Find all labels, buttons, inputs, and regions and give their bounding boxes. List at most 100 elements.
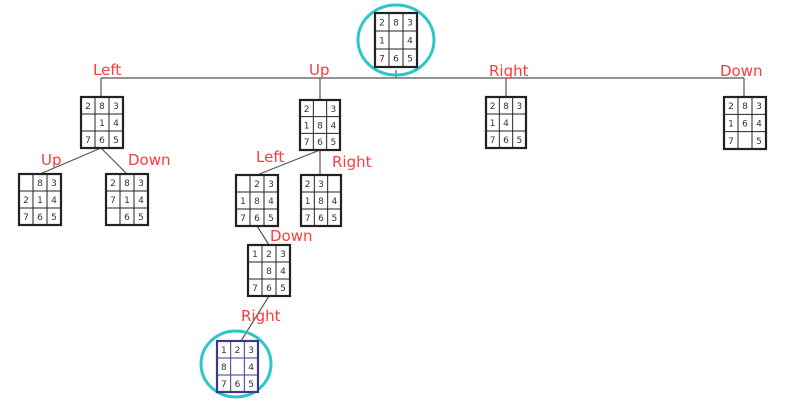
board-tile: 1 — [221, 346, 227, 356]
board-tile: 8 — [742, 102, 748, 112]
board-tile: 5 — [51, 213, 57, 223]
board-tile: 8 — [254, 197, 260, 207]
board-tile: 4 — [407, 37, 413, 47]
board-frame — [215, 339, 260, 394]
board-tile: 6 — [742, 120, 748, 130]
board-tile: 7 — [379, 55, 385, 65]
board-tile: 3 — [330, 105, 336, 115]
edge-upleft-to-upleftdown — [256, 225, 270, 246]
board-tile: 5 — [407, 55, 413, 65]
board-tile: 7 — [490, 136, 496, 146]
board-tile: 7 — [305, 214, 311, 224]
board-tile: 2 — [304, 105, 310, 115]
board-tile: 3 — [248, 346, 254, 356]
board-tile: 3 — [756, 102, 762, 112]
board-tile: 1 — [99, 119, 105, 129]
board-tile: 6 — [317, 138, 323, 148]
board-frame — [484, 95, 528, 150]
board-tile: 4 — [503, 119, 509, 129]
move-label-root-left: Left — [93, 61, 121, 79]
board-tile: 8 — [393, 19, 399, 29]
state-board-left-down: 2 8 3 7 1 46 5 — [104, 172, 150, 227]
state-board-left: 2 8 31 4 7 6 5 — [79, 95, 125, 150]
board-tile: 3 — [51, 179, 57, 189]
board-tile: 3 — [138, 179, 144, 189]
board-tile: 2 — [235, 346, 241, 356]
highlight-circle-start — [356, 3, 436, 77]
board-tile: 8 — [266, 267, 272, 277]
edge-up-to-upleft — [256, 149, 321, 176]
board-tile: 8 — [503, 102, 509, 112]
board-tile: 7 — [240, 214, 246, 224]
board-frame — [79, 95, 125, 150]
board-tile: 4 — [268, 197, 274, 207]
board-tile: 1 — [124, 196, 130, 206]
board-tile: 3 — [516, 102, 522, 112]
board-tile: 2 — [110, 179, 116, 189]
move-label-up-right: Right — [332, 153, 372, 171]
board-tile: 7 — [23, 213, 29, 223]
board-tile: 8 — [221, 363, 227, 373]
board-tile: 2 — [728, 102, 734, 112]
board-tile: 8 — [317, 122, 323, 132]
board-tile: 5 — [331, 214, 337, 224]
move-label-left-up: Up — [41, 151, 62, 169]
board-frame — [373, 11, 419, 69]
board-tile: 5 — [268, 214, 274, 224]
board-frame — [722, 95, 768, 151]
state-board-up: 2 3 1 8 4 7 6 5 — [298, 98, 342, 152]
board-tile: 3 — [113, 102, 119, 112]
board-tile: 7 — [728, 137, 734, 147]
edge-left-to-leftdown — [100, 147, 128, 175]
board-tile: 2 — [85, 102, 91, 112]
move-label-root-up: Up — [309, 61, 330, 79]
board-tile: 1 — [304, 122, 310, 132]
state-board-left-up: 8 3 2 1 4 7 6 5 — [17, 172, 63, 227]
board-tile: 5 — [280, 284, 286, 294]
board-tile: 7 — [85, 136, 91, 146]
board-tile: 2 — [266, 250, 272, 260]
board-frame — [298, 98, 342, 152]
move-label-root-right: Right — [489, 62, 529, 80]
board-tile: 1 — [490, 119, 496, 129]
board-tile: 4 — [113, 119, 119, 129]
board-tile: 8 — [37, 179, 43, 189]
board-tile: 4 — [248, 363, 254, 373]
board-tile: 1 — [240, 197, 246, 207]
board-tile: 5 — [113, 136, 119, 146]
board-tile: 5 — [756, 137, 762, 147]
board-tile: 7 — [252, 284, 258, 294]
board-tile: 6 — [266, 284, 272, 294]
highlight-circle-goal — [199, 329, 273, 399]
state-board-down: 2 8 3 1 6 4 7 5 — [722, 95, 768, 151]
board-tile: 6 — [124, 213, 130, 223]
board-tile: 2 — [490, 102, 496, 112]
state-board-up-left: 2 3 1 8 4 7 6 5 — [234, 173, 280, 228]
move-labels: Left Up Right Down Up Down Left Right Do… — [41, 61, 763, 325]
board-tile: 8 — [124, 179, 130, 189]
board-tile: 4 — [330, 122, 336, 132]
state-board-goal: 1 2 3 8 4 7 6 5 — [215, 339, 260, 394]
board-tile: 5 — [330, 138, 336, 148]
board-tile: 5 — [248, 380, 254, 390]
board-tile: 3 — [280, 250, 286, 260]
board-frame — [299, 173, 343, 228]
board-tile: 4 — [138, 196, 144, 206]
board-frame — [234, 173, 280, 228]
board-tile: 4 — [756, 120, 762, 130]
board-tile: 5 — [516, 136, 522, 146]
board-tile: 5 — [138, 213, 144, 223]
state-board-right: 2 8 3 1 47 6 5 — [484, 95, 528, 150]
board-tile: 6 — [318, 214, 324, 224]
board-tile: 6 — [37, 213, 43, 223]
edge-left-to-leftup — [39, 147, 102, 175]
board-frame — [104, 172, 150, 227]
board-tile: 1 — [37, 196, 43, 206]
move-label-up-left: Left — [256, 148, 284, 166]
board-tile: 4 — [280, 267, 286, 277]
state-board-up-left-down: 1 2 38 4 7 6 5 — [246, 243, 292, 298]
board-tile: 1 — [252, 250, 258, 260]
move-label-down-right: Right — [241, 307, 281, 325]
board-tile: 7 — [304, 138, 310, 148]
